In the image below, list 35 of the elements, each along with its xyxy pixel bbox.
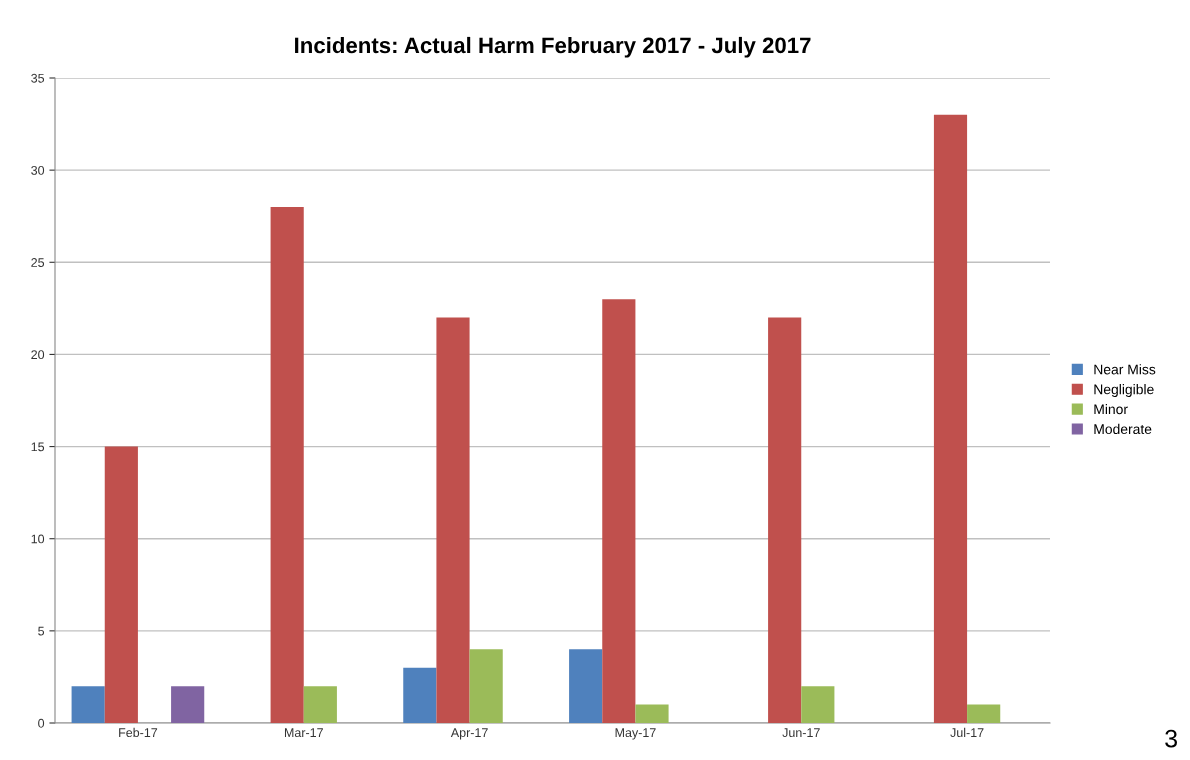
y-tick-label: 5: [38, 626, 45, 636]
text: 3: [1165, 729, 1177, 748]
y-tick-label: 35: [31, 73, 45, 83]
bar: [436, 317, 470, 723]
y-tick-label: 20: [31, 350, 45, 360]
y-tick-label: 30: [31, 165, 45, 175]
bar: [768, 317, 802, 723]
bar: [602, 299, 636, 723]
bar: [967, 704, 1001, 723]
bar: [635, 704, 669, 723]
legend-label: Near Miss: [1094, 364, 1156, 375]
bar: [403, 667, 437, 723]
x-tick-label: Apr-17: [450, 728, 488, 740]
y-tick-label: 10: [31, 534, 45, 544]
legend-label: Moderate: [1094, 423, 1152, 435]
bar: [171, 686, 205, 723]
x-tick-label: May-17: [615, 728, 656, 740]
x-tick-label: Jun-17: [782, 728, 820, 738]
x-tick-label: Mar-17: [284, 728, 323, 738]
legend-label: Minor: [1094, 403, 1128, 415]
bar: [104, 446, 138, 723]
x-tick-label: Feb-17: [119, 727, 158, 738]
bar: [469, 649, 503, 723]
bar: [270, 207, 304, 723]
y-tick-label: 15: [31, 442, 45, 452]
bar: [801, 686, 835, 723]
bar: [569, 649, 603, 723]
y-tick-label: 0: [38, 718, 45, 728]
legend-label: Negligible: [1094, 384, 1154, 398]
y-tick-label: 25: [31, 258, 45, 267]
bar: [933, 114, 968, 723]
bar: [71, 686, 105, 723]
bar: [303, 686, 337, 723]
chart-title: Incidents: Actual Harm February 2017 - July 2017: [295, 36, 811, 58]
x-tick-label: Jul-17: [950, 727, 984, 738]
